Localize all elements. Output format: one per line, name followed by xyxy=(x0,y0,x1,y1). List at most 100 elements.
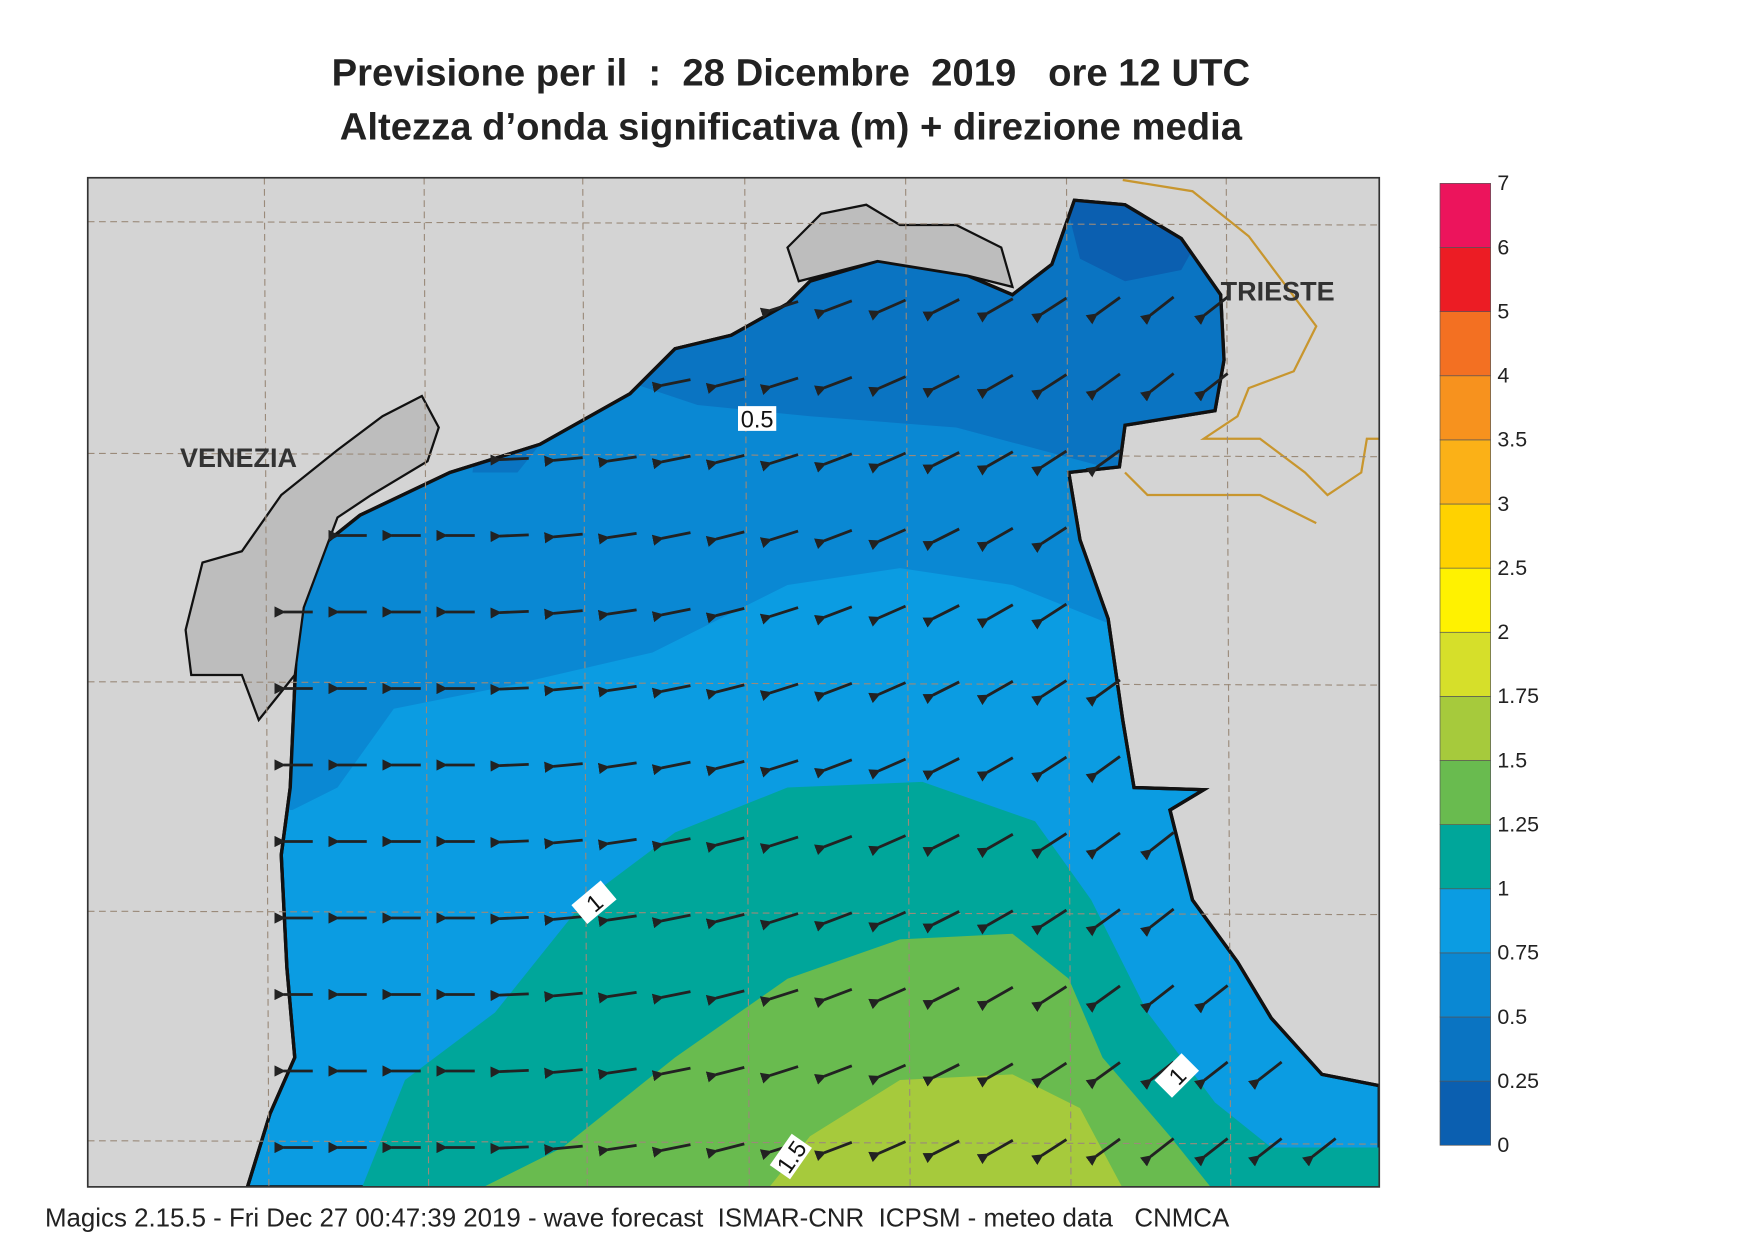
contour-label-box xyxy=(571,880,617,925)
contour-label-text: 0.5 xyxy=(741,408,774,434)
wave-arrow xyxy=(1031,449,1068,477)
wave-arrow xyxy=(759,912,799,931)
contour-label: 1 xyxy=(571,880,617,925)
wave-arrow xyxy=(976,1062,1014,1088)
title-line-2: Altezza d’onda significativa (m) + direz… xyxy=(340,106,1243,149)
colorbar-band xyxy=(1439,375,1491,441)
wave-arrow xyxy=(868,528,907,551)
colorbar-band xyxy=(1439,952,1491,1018)
wave-arrow xyxy=(922,910,960,934)
wave-arrow xyxy=(976,374,1014,400)
colorbar-tick-label: 2 xyxy=(1497,620,1509,644)
wave-arrow xyxy=(759,529,799,548)
wave-arrow xyxy=(490,760,529,772)
contour-label-box xyxy=(738,406,777,431)
colorbar-band xyxy=(1439,439,1491,505)
wave-arrow xyxy=(814,529,853,550)
wave-arrow xyxy=(868,1063,907,1086)
wave-arrow xyxy=(651,1066,691,1082)
grid-line xyxy=(87,910,1380,916)
colorbar-band xyxy=(1439,888,1491,954)
wave-arrow xyxy=(814,1141,853,1162)
wave-arrow xyxy=(597,684,637,698)
place-label: VENEZIA xyxy=(180,443,297,473)
wave-arrow xyxy=(814,1064,853,1085)
wave-arrow xyxy=(1194,295,1229,325)
colorbar-tick-label: 0.75 xyxy=(1497,941,1539,965)
wave-arrow xyxy=(1031,908,1068,936)
wave-arrow xyxy=(651,454,691,470)
colorbar-tick-label: 1 xyxy=(1497,877,1509,901)
wave-arrow xyxy=(544,991,583,1003)
wave-arrow xyxy=(705,989,745,1006)
wave-arrow xyxy=(922,1139,960,1164)
wave-arrow xyxy=(759,988,799,1007)
wave-arrow xyxy=(1194,1137,1229,1167)
wave-arrow xyxy=(1085,1061,1121,1090)
wave-arrow xyxy=(1302,1137,1337,1167)
colorbar-tick-label: 0.5 xyxy=(1497,1005,1527,1029)
grid-line xyxy=(87,452,1380,458)
wave-arrow xyxy=(814,682,853,703)
wave-arrow xyxy=(814,299,853,320)
wave-arrow xyxy=(976,680,1014,706)
wave-arrow xyxy=(705,836,745,853)
wave-arrow xyxy=(1031,1138,1068,1166)
colorbar-tick-label: 1.25 xyxy=(1497,812,1539,836)
wave-arrow xyxy=(490,836,529,849)
wave-arrow xyxy=(705,1065,745,1083)
wave-arrow xyxy=(1085,449,1121,478)
wave-arrow xyxy=(868,604,907,627)
wave-arrow xyxy=(1140,984,1175,1014)
wave-arrow xyxy=(1140,831,1175,861)
colorbar-band xyxy=(1439,183,1491,248)
wave-arrow xyxy=(544,685,583,697)
colorbar-band xyxy=(1439,631,1491,697)
grid-line xyxy=(87,221,1380,226)
wave-arrow xyxy=(1031,296,1068,324)
wave-arrow xyxy=(1140,907,1175,937)
wave-arrow xyxy=(1031,679,1068,707)
wave-arrow xyxy=(1031,985,1068,1013)
wave-arrow xyxy=(976,756,1014,782)
colorbar-tick-label: 2.5 xyxy=(1497,556,1527,580)
wave-arrow xyxy=(705,453,745,471)
wave-arrow xyxy=(868,298,907,321)
wave-arrow xyxy=(759,453,799,472)
lagoon-north xyxy=(786,203,1015,289)
colorbar-band xyxy=(1439,696,1491,761)
grid-line xyxy=(87,681,1380,686)
wave-arrow xyxy=(1140,372,1175,402)
wave-arrow xyxy=(1248,1137,1283,1167)
colorbar-band xyxy=(1439,567,1491,633)
contour-label: 1.5 xyxy=(769,1133,813,1180)
place-label: TRIESTE xyxy=(1221,276,1335,306)
contour-label: 1 xyxy=(1154,1053,1200,1098)
wave-arrow xyxy=(868,910,907,933)
colorbar: 0 0.25 0.5 0.75 1 1.25 1.5 1.75 2 2.5 3 3.5 4 5 6 7 xyxy=(1439,171,1539,1157)
wave-arrow xyxy=(705,377,745,394)
wave-arrow xyxy=(868,834,907,857)
wave-arrow xyxy=(705,683,745,700)
wave-arrow xyxy=(922,451,960,475)
wave-arrow xyxy=(922,298,960,322)
wave-arrow xyxy=(922,757,960,781)
wave-arrow xyxy=(814,835,853,856)
wave-arrow xyxy=(597,1143,637,1157)
wave-arrow xyxy=(597,761,637,775)
wave-arrow xyxy=(705,1142,745,1159)
wave-arrow xyxy=(651,913,691,929)
border xyxy=(1122,178,1380,525)
wave-arrow xyxy=(759,300,799,319)
footer: Magics 2.15.5 - Fri Dec 27 00:47:39 2019… xyxy=(45,1204,1230,1232)
colorbar-band xyxy=(1439,1016,1491,1082)
wave-arrow xyxy=(1085,831,1121,860)
lagoon xyxy=(184,394,440,723)
wave-arrow xyxy=(1085,908,1121,937)
wave-arrow xyxy=(868,681,907,704)
wave-arrow xyxy=(976,603,1014,629)
wave-arrow xyxy=(490,1066,529,1078)
colorbar-band xyxy=(1439,1080,1491,1146)
wave-arrow xyxy=(705,912,745,930)
